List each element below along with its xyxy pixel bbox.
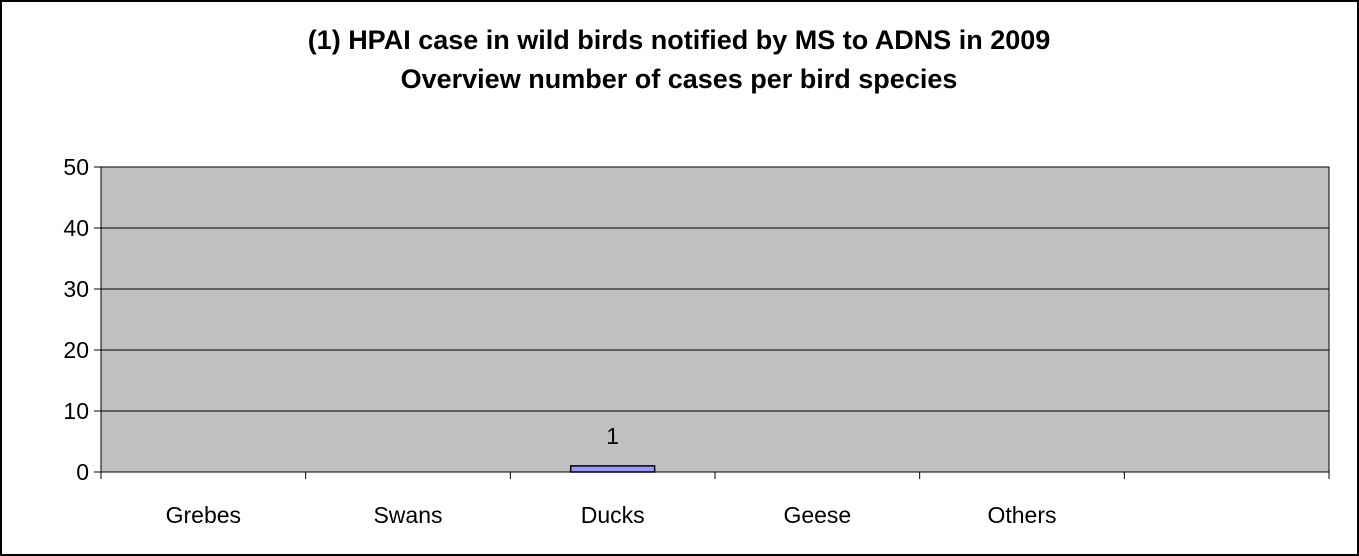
plot-area: 0 10 20 30 40 50 Grebes Swans 1 Ducks Geese Others [63, 154, 1330, 528]
x-category-label: Others [987, 502, 1056, 528]
bar-ducks [569, 465, 656, 473]
y-tick-label: 20 [63, 337, 89, 363]
x-category-label: Ducks [581, 502, 645, 528]
y-tick-label: 50 [63, 154, 89, 180]
x-category-label: Swans [373, 502, 442, 528]
x-category-label: Geese [783, 502, 851, 528]
data-label: 1 [606, 423, 619, 449]
chart-title-line-2: Overview number of cases per bird specie… [401, 64, 958, 94]
y-tick-label: 0 [76, 459, 89, 485]
plot-background [101, 167, 1329, 472]
y-tick-label: 40 [63, 215, 89, 241]
y-tick-label: 30 [63, 276, 89, 302]
chart-title-line-1: (1) HPAI case in wild birds notified by … [308, 25, 1051, 55]
y-tick-label: 10 [63, 398, 89, 424]
x-category-label: Grebes [166, 502, 241, 528]
